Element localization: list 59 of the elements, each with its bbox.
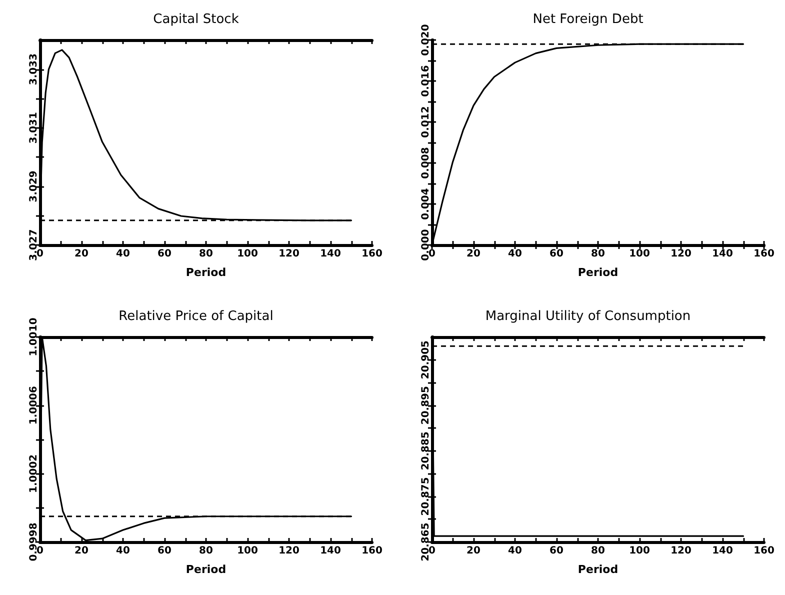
x-tick-label: 80 (199, 248, 213, 260)
x-tick-label: 40 (508, 248, 522, 260)
x-tick-label: 120 (278, 546, 300, 556)
x-tick-label: 40 (508, 546, 522, 556)
chart-title: Net Foreign Debt (532, 12, 644, 27)
x-tick-label: 20 (466, 546, 480, 556)
y-tick-label: 20.895 (420, 386, 432, 425)
x-tick-label: 140 (320, 546, 341, 556)
x-tick-label: 60 (550, 546, 564, 556)
x-axis-title: Period (186, 266, 226, 279)
x-tick-label: 80 (199, 546, 213, 556)
chart-title: Marginal Utility of Consumption (485, 309, 691, 324)
x-tick-label: 20 (74, 546, 88, 556)
x-axis-title: Period (186, 563, 226, 576)
x-tick-label: 40 (116, 248, 130, 260)
y-tick-label: 20.905 (420, 340, 432, 380)
y-tick-label: 3.029 (28, 170, 40, 202)
x-tick-label: 160 (754, 248, 774, 260)
x-tick-label: 100 (629, 546, 650, 556)
x-tick-label: 160 (754, 546, 774, 556)
y-tick-label: 20.875 (420, 477, 432, 516)
x-tick-label: 0 (36, 248, 44, 260)
x-tick-label: 140 (320, 248, 341, 260)
x-tick-label: 120 (670, 248, 692, 260)
y-tick-label: 0.008 (420, 147, 432, 179)
x-tick-label: 120 (278, 248, 300, 260)
y-tick-label: 0.004 (420, 188, 432, 220)
x-tick-label: 0 (428, 248, 436, 260)
x-tick-label: 60 (158, 248, 172, 260)
x-tick-label: 60 (550, 248, 564, 260)
chart-title: Capital Stock (153, 12, 240, 27)
x-tick-label: 100 (237, 546, 258, 556)
x-tick-label: 20 (466, 248, 480, 260)
x-tick-label: 100 (237, 248, 258, 260)
x-tick-label: 0 (36, 546, 44, 556)
x-tick-label: 140 (712, 546, 733, 556)
chart-title: Relative Price of Capital (118, 309, 274, 324)
x-tick-label: 160 (362, 248, 382, 260)
y-tick-label: 1.0006 (28, 386, 40, 425)
x-tick-label: 60 (158, 546, 172, 556)
x-tick-label: 20 (74, 248, 88, 260)
x-axis-title: Period (578, 266, 618, 279)
y-tick-label: 1.0002 (28, 454, 40, 493)
x-tick-label: 140 (712, 248, 733, 260)
x-tick-label: 40 (116, 546, 130, 556)
y-tick-label: 1.0010 (28, 318, 40, 356)
x-tick-label: 160 (362, 546, 382, 556)
y-tick-label: 0.012 (420, 106, 432, 138)
y-tick-label: 0.020 (420, 24, 432, 56)
x-tick-label: 80 (591, 546, 605, 556)
x-axis-title: Period (578, 563, 618, 576)
y-tick-label: 3.031 (28, 112, 40, 144)
x-tick-label: 100 (629, 248, 650, 260)
x-tick-label: 0 (428, 546, 436, 556)
x-tick-label: 80 (591, 248, 605, 260)
y-tick-label: 20.885 (420, 432, 432, 470)
y-tick-label: 0.016 (420, 65, 432, 97)
x-tick-label: 120 (670, 546, 692, 556)
y-tick-label: 3.033 (28, 53, 40, 86)
